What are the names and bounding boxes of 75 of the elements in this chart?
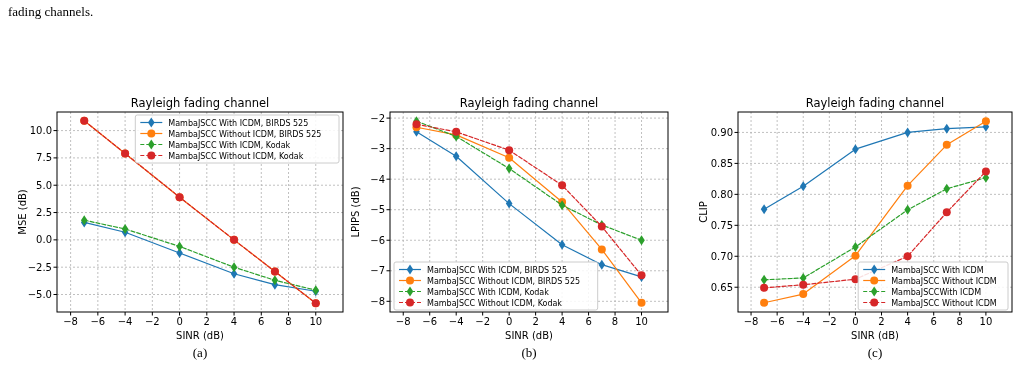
x-tick-label: −6 [769,316,785,327]
legend-label: MambaJSCC With ICDM, BIRDS 525 [427,265,567,275]
x-tick-label: 0 [176,316,183,327]
legend-label: MambaJSCCWith ICDM [891,287,982,297]
y-axis-title: MSE (dB) [17,189,28,235]
x-tick-label: −4 [117,316,133,327]
x-tick-label: 10 [309,316,323,327]
x-tick-label: 6 [930,316,937,327]
y-tick-label: −5.0 [27,289,52,301]
text: fading channels. [8,4,94,19]
y-tick-label: −8 [370,295,385,307]
y-tick-label: 0.90 [710,126,733,138]
x-tick-label: −4 [448,316,464,327]
y-tick-label: −4 [370,173,385,185]
legend-label: MambaJSCC Without ICDM, BIRDS 525 [427,276,581,286]
x-tick-label: −4 [795,316,811,327]
y-tick-label: 0.85 [710,157,733,169]
x-tick-label: 10 [635,316,648,327]
legend-label: MambaJSCC Without ICDM, Kodak [427,298,563,308]
x-tick-label: −2 [144,316,160,327]
y-tick-label: 7.5 [36,152,52,164]
y-tick-label: 0.70 [710,250,733,262]
x-tick-label: −2 [475,316,491,327]
legend-label: MambaJSCC Without ICDM [891,276,997,286]
x-tick-label: 0 [505,316,513,327]
legend-label: MambaJSCC Without ICDM, BIRDS 525 [168,129,322,139]
x-axis-title: SINR (dB) [176,330,225,341]
y-tick-label: 10.0 [29,125,52,137]
text: (b) [521,345,537,360]
x-tick-label: 4 [230,316,238,327]
legend-label: MambaJSCC With ICDM [891,265,984,275]
y-tick-label: −2 [370,112,385,124]
y-tick-label: 0.0 [36,234,52,246]
y-tick-label: −5 [370,204,385,216]
y-tick-label: −3 [370,143,385,155]
chart-title: Rayleigh fading channel [130,96,270,110]
y-tick-label: −7 [370,265,385,277]
x-axis-title: SINR (dB) [505,330,554,341]
legend-label: MambaJSCC With ICDM, BIRDS 525 [168,118,309,128]
x-tick-label: 4 [558,316,566,327]
x-tick-label: 0 [852,316,859,327]
x-tick-label: 8 [285,316,292,327]
y-tick-label: 0.80 [710,188,733,200]
chart-title: Rayleigh fading channel [459,96,599,110]
x-tick-label: 8 [611,316,619,327]
x-tick-label: −8 [63,316,78,327]
chart-title: Rayleigh fading channel [805,96,945,110]
x-tick-label: −6 [90,316,106,327]
x-tick-label: 6 [258,316,265,327]
x-tick-label: −6 [422,316,438,327]
text: (a) [192,345,208,360]
y-axis-title: CLIP [698,201,709,223]
x-axis-title: SINR (dB) [851,330,900,341]
legend-label: MambaJSCC With ICDM, Kodak [168,140,291,150]
legend-label: MambaJSCC Without ICDM, Kodak [168,151,304,161]
legend-label: MambaJSCC Without ICDM [891,298,997,308]
y-tick-label: 0.75 [710,219,733,231]
x-tick-label: 2 [532,316,539,327]
x-tick-label: 4 [904,316,911,327]
x-tick-label: −8 [395,316,411,327]
x-tick-label: 10 [979,316,993,327]
x-tick-label: 8 [956,316,963,327]
x-tick-label: −8 [743,316,759,327]
y-tick-label: 2.5 [36,207,52,219]
x-tick-label: 6 [585,316,592,327]
y-tick-label: −6 [370,234,385,246]
text: (c) [867,345,883,360]
legend-label: MambaJSCC With ICDM, Kodak [427,287,550,297]
x-tick-label: 2 [203,316,210,327]
x-tick-label: 2 [878,316,885,327]
y-axis-title: LPIPS (dB) [350,186,361,238]
x-tick-label: −2 [821,316,837,327]
y-tick-label: 5.0 [36,179,52,191]
y-tick-label: −2.5 [27,261,52,273]
y-tick-label: 0.65 [710,281,733,293]
